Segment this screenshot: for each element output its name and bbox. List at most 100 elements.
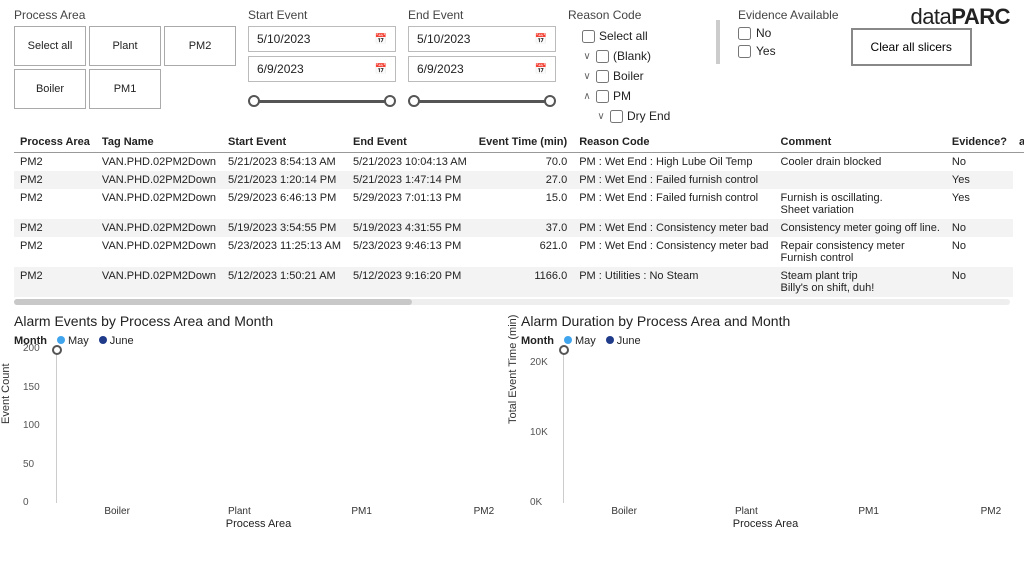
table-cell: PM : Utilities : No Steam	[573, 267, 774, 297]
chevron-icon: ∨	[582, 51, 592, 62]
calendar-icon: 📅	[375, 64, 387, 75]
start-event-slider[interactable]	[248, 94, 396, 110]
table-cell: PM2	[14, 153, 96, 172]
end-event-from-input[interactable]: 5/10/2023📅	[408, 26, 556, 52]
process-area-option[interactable]: Plant	[89, 26, 161, 66]
table-cell: PM : Wet End : Consistency meter bad	[573, 237, 774, 267]
chevron-icon: ∨	[582, 71, 592, 82]
table-row[interactable]: PM2VAN.PHD.02PM2Down5/23/2023 11:25:13 A…	[14, 237, 1024, 267]
column-header[interactable]: Start Event	[222, 132, 347, 153]
events-table: Process AreaTag NameStart EventEnd Event…	[0, 132, 1024, 305]
table-cell: Steam plant tripBilly's on shift, duh!	[775, 267, 946, 297]
end-event-label: End Event	[408, 8, 556, 22]
process-area-label: Process Area	[14, 8, 236, 22]
calendar-icon: 📅	[535, 64, 547, 75]
table-cell: PM : Wet End : High Lube Oil Temp	[573, 153, 774, 172]
table-cell: No	[946, 153, 1013, 172]
process-area-option[interactable]: PM2	[164, 26, 236, 66]
table-cell: VAN.PHD.02PM2Down	[96, 237, 222, 267]
chart-events-title: Alarm Events by Process Area and Month	[14, 313, 503, 329]
table-cell: 5/29/2023 7:01:13 PM	[347, 189, 473, 219]
table-cell: PM2	[14, 219, 96, 237]
table-cell: PM2	[14, 267, 96, 297]
chart-events-legend: Month May June	[14, 335, 503, 347]
chart-duration-title: Alarm Duration by Process Area and Month	[521, 313, 1010, 329]
table-cell: VAN.PHD.02PM2Down	[96, 171, 222, 189]
chart-events: Alarm Events by Process Area and Month M…	[14, 313, 503, 527]
column-header[interactable]: Comment	[775, 132, 946, 153]
y-tick-label: 20K	[530, 357, 548, 368]
horizontal-scrollbar[interactable]	[14, 299, 1010, 305]
x-category-label: PM2	[454, 506, 514, 517]
reason-code-item[interactable]: ∧PM	[582, 86, 698, 106]
chart-events-xlabel: Process Area	[226, 518, 291, 530]
start-event-from-input[interactable]: 5/10/2023📅	[248, 26, 396, 52]
table-cell: No	[946, 219, 1013, 237]
table-cell: 37.0	[473, 219, 573, 237]
logo: dataPARC	[910, 4, 1010, 30]
table-cell: 5/19/2023 3:54:55 PM	[222, 219, 347, 237]
calendar-icon: 📅	[535, 34, 547, 45]
column-header[interactable]: Reason Code	[573, 132, 774, 153]
chevron-icon: ∧	[582, 91, 592, 102]
table-row[interactable]: PM2VAN.PHD.02PM2Down5/21/2023 1:20:14 PM…	[14, 171, 1024, 189]
table-row[interactable]: PM2VAN.PHD.02PM2Down5/12/2023 1:50:21 AM…	[14, 267, 1024, 297]
table-row[interactable]: PM2VAN.PHD.02PM2Down5/29/2023 6:46:13 PM…	[14, 189, 1024, 219]
table-cell: 5/23/2023 9:46:13 PM	[347, 237, 473, 267]
column-header[interactable]: Event Time (min)	[473, 132, 573, 153]
table-cell: 70.0	[473, 153, 573, 172]
table-cell: 5/23/2023 11:25:13 AM	[222, 237, 347, 267]
table-cell: 27.0	[473, 171, 573, 189]
process-area-option[interactable]: Boiler	[14, 69, 86, 109]
table-cell: PM : Wet End : Failed furnish control	[573, 171, 774, 189]
end-event-slider[interactable]	[408, 94, 556, 110]
process-area-option[interactable]: Select all	[14, 26, 86, 66]
end-event-to-input[interactable]: 6/9/2023📅	[408, 56, 556, 82]
evidence-yes-option[interactable]: Yes	[738, 44, 839, 58]
column-header[interactable]: Evidence?	[946, 132, 1013, 153]
y-tick-label: 100	[23, 420, 40, 431]
chart-zoom-handle[interactable]	[52, 345, 62, 355]
table-cell: VAN.PHD.02PM2Down	[96, 219, 222, 237]
calendar-icon: 📅	[375, 34, 387, 45]
table-cell: PM2	[14, 237, 96, 267]
table-cell: 5/21/2023 1:20:14 PM	[222, 171, 347, 189]
chart-duration-ylabel: Total Event Time (min)	[507, 315, 519, 424]
reason-code-label: Reason Code	[568, 8, 698, 22]
table-cell: VAN.PHD.02PM2Down	[96, 267, 222, 297]
table-row[interactable]: PM2VAN.PHD.02PM2Down5/19/2023 3:54:55 PM…	[14, 219, 1024, 237]
table-cell: VAN.PHD.02PM2Down	[96, 189, 222, 219]
column-header[interactable]: Process Area	[14, 132, 96, 153]
reason-code-item[interactable]: ∨Dry End	[596, 106, 698, 126]
column-header[interactable]: Tag Name	[96, 132, 222, 153]
table-cell: 1166.0	[473, 267, 573, 297]
clear-slicers-button[interactable]: Clear all slicers	[851, 28, 972, 66]
table-cell: 15.0	[473, 189, 573, 219]
table-row[interactable]: PM2VAN.PHD.02PM2Down5/21/2023 8:54:13 AM…	[14, 153, 1024, 172]
y-tick-label: 50	[23, 459, 34, 470]
reason-code-item[interactable]: ∨(Blank)	[582, 46, 698, 66]
chart-zoom-handle[interactable]	[559, 345, 569, 355]
reason-code-item[interactable]: ∨Boiler	[582, 66, 698, 86]
table-cell: Furnish is oscillating.Sheet variation	[775, 189, 946, 219]
start-event-to-input[interactable]: 6/9/2023📅	[248, 56, 396, 82]
table-cell	[775, 171, 946, 189]
x-category-label: PM1	[839, 506, 899, 517]
table-cell: PM2	[14, 189, 96, 219]
table-cell: 621.0	[473, 237, 573, 267]
table-cell: PM2	[14, 171, 96, 189]
filter-bar: Process Area Select allPlantPM2BoilerPM1…	[0, 0, 1024, 130]
table-cell: 5/21/2023 1:47:14 PM	[347, 171, 473, 189]
column-header[interactable]: al	[1013, 132, 1024, 153]
column-header[interactable]: End Event	[347, 132, 473, 153]
table-cell: No	[946, 267, 1013, 297]
evidence-no-option[interactable]: No	[738, 26, 839, 40]
process-area-option[interactable]: PM1	[89, 69, 161, 109]
table-cell: VAN.PHD.02PM2Down	[96, 153, 222, 172]
x-category-label: Boiler	[87, 506, 147, 517]
table-cell: Cooler drain blocked	[775, 153, 946, 172]
reason-code-item[interactable]: Select all	[568, 26, 698, 46]
chart-duration-xlabel: Process Area	[733, 518, 798, 530]
process-area-filter: Process Area Select allPlantPM2 BoilerPM1	[14, 8, 236, 109]
reason-code-filter: Reason Code Select all∨(Blank)∨Boiler∧PM…	[568, 8, 698, 126]
